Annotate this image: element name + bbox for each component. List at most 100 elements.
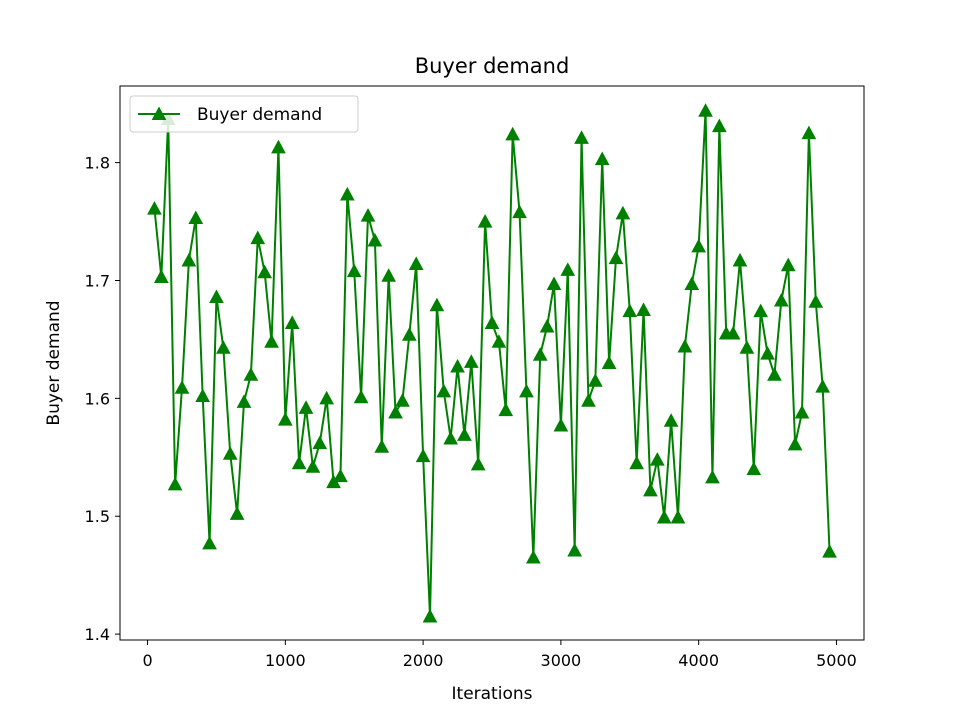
data-point-marker xyxy=(587,373,603,387)
data-point-marker xyxy=(808,294,824,308)
y-tick-label: 1.6 xyxy=(85,389,110,408)
data-point-marker xyxy=(739,340,755,354)
chart-title: Buyer demand xyxy=(415,54,570,78)
data-point-marker xyxy=(147,201,162,215)
y-tick-label: 1.7 xyxy=(85,271,110,290)
data-point-marker xyxy=(250,230,266,245)
data-point-marker xyxy=(794,404,810,419)
data-point-marker xyxy=(429,297,445,312)
data-point-marker xyxy=(174,380,190,394)
data-point-marker xyxy=(243,367,259,381)
legend-marker-swatch xyxy=(151,106,167,121)
data-point-marker xyxy=(408,256,424,271)
data-point-marker xyxy=(519,383,534,398)
data-point-marker xyxy=(787,436,803,451)
data-point-marker xyxy=(539,318,555,333)
data-point-marker xyxy=(512,204,527,219)
data-point-marker xyxy=(277,412,293,426)
data-point-marker xyxy=(581,393,596,407)
data-point-marker xyxy=(484,315,500,329)
data-point-marker xyxy=(381,268,397,282)
data-point-marker xyxy=(346,263,362,278)
data-point-marker xyxy=(457,427,472,441)
data-point-marker xyxy=(532,347,548,361)
data-point-marker xyxy=(312,435,328,450)
data-point-marker xyxy=(711,118,727,133)
data-point-marker xyxy=(615,205,631,220)
y-axis: 1.4 1.5 1.6 1.7 1.8 xyxy=(85,154,120,644)
y-tick-label: 1.8 xyxy=(85,154,110,173)
x-tick-label: 1000 xyxy=(265,651,306,670)
data-point-marker xyxy=(546,276,562,291)
data-point-marker xyxy=(760,346,775,360)
data-point-marker xyxy=(395,393,410,407)
data-point-marker xyxy=(505,126,521,141)
data-point-marker xyxy=(643,482,658,497)
x-tick-label: 3000 xyxy=(541,651,582,670)
legend-label: Buyer demand xyxy=(197,105,322,125)
data-point-marker xyxy=(601,355,617,370)
data-point-marker xyxy=(436,383,452,398)
series-line xyxy=(153,109,831,618)
data-point-marker xyxy=(753,303,769,318)
data-point-marker xyxy=(746,461,762,476)
data-point-marker xyxy=(463,354,479,368)
data-point-marker xyxy=(388,404,403,419)
data-point-marker xyxy=(629,455,645,470)
data-point-marker xyxy=(236,394,252,408)
data-point-marker xyxy=(477,214,493,228)
data-point-marker xyxy=(553,417,569,432)
data-point-marker xyxy=(491,334,507,348)
data-point-marker xyxy=(677,338,693,353)
data-point-marker xyxy=(401,327,417,341)
data-point-marker xyxy=(684,276,700,291)
data-point-marker xyxy=(209,289,224,304)
data-point-marker xyxy=(319,390,335,405)
data-point-marker xyxy=(367,232,383,247)
data-point-marker xyxy=(229,506,245,520)
data-point-marker xyxy=(195,388,211,403)
plot-area xyxy=(119,85,865,641)
data-point-marker xyxy=(732,252,748,267)
data-point-marker xyxy=(560,262,576,276)
data-point-marker xyxy=(670,509,686,524)
data-point-marker xyxy=(153,269,169,283)
data-point-marker xyxy=(360,208,376,222)
data-point-marker xyxy=(353,389,369,404)
data-point-marker xyxy=(333,468,348,483)
data-point-marker xyxy=(181,252,197,267)
data-point-marker xyxy=(498,402,514,417)
data-point-marker xyxy=(450,358,465,373)
x-axis-title: Iterations xyxy=(452,684,533,704)
plot-frame xyxy=(119,85,865,641)
data-point-marker xyxy=(725,325,741,340)
data-point-marker xyxy=(649,452,665,466)
data-point-marker xyxy=(188,210,204,225)
data-point-marker xyxy=(298,400,314,414)
data-point-marker xyxy=(284,315,300,329)
data-point-marker xyxy=(801,125,817,140)
data-point-marker xyxy=(698,103,713,117)
data-point-marker xyxy=(656,509,672,524)
data-point-marker xyxy=(222,446,238,460)
data-point-marker xyxy=(374,439,390,453)
data-point-marker xyxy=(815,379,831,393)
data-point-marker xyxy=(257,264,273,279)
legend: Buyer demand xyxy=(129,95,359,133)
data-point-marker xyxy=(470,456,486,471)
data-point-marker xyxy=(780,257,796,272)
data-point-marker xyxy=(264,334,279,348)
data-point-marker xyxy=(663,413,679,427)
data-point-marker xyxy=(422,608,438,623)
data-point-marker xyxy=(525,549,541,564)
x-tick-label: 5000 xyxy=(816,651,857,670)
data-point-marker xyxy=(705,469,720,484)
y-tick-label: 1.5 xyxy=(85,507,110,526)
data-point-marker xyxy=(622,303,638,318)
data-point-marker xyxy=(574,130,589,144)
data-point-marker xyxy=(339,186,355,201)
data-point-marker xyxy=(271,139,286,154)
data-point-marker xyxy=(608,250,624,265)
y-axis-title: Buyer demand xyxy=(44,300,64,425)
